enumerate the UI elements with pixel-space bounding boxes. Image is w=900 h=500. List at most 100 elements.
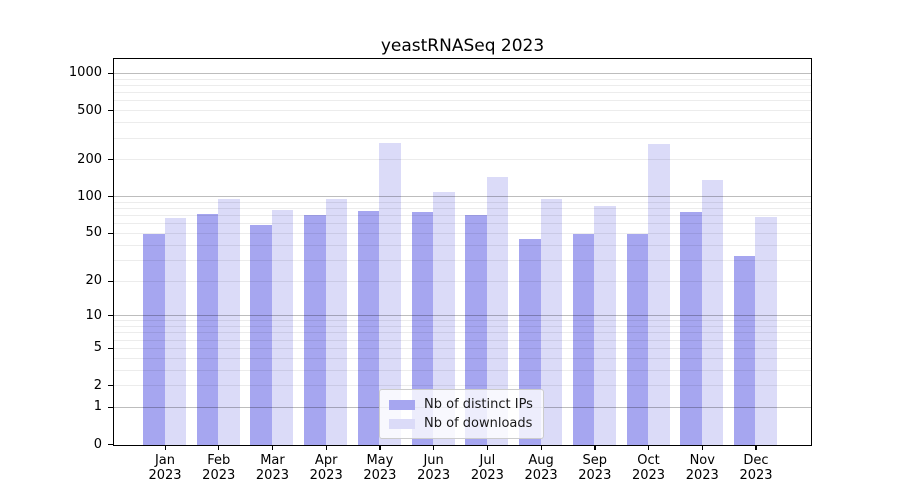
x-tick-jun — [433, 446, 435, 450]
gridline-500 — [114, 110, 811, 112]
legend-swatch-distinct-ips — [389, 399, 415, 410]
x-tick-label-oct: Oct 2023 — [631, 452, 666, 483]
gridline-90 — [114, 201, 811, 203]
gridline-7 — [114, 332, 811, 334]
y-tick-label-2: 2 — [93, 377, 102, 393]
x-tick-feb — [218, 446, 220, 450]
gridline-60 — [114, 223, 811, 225]
gridline-20 — [114, 280, 811, 282]
bar-jun-ips — [411, 212, 434, 445]
gridline-5 — [114, 347, 811, 349]
gridline-4 — [114, 357, 811, 359]
bar-mar-ips — [250, 225, 272, 445]
gridline-1000 — [114, 72, 811, 74]
y-tick-5 — [108, 347, 113, 349]
gridline-70 — [114, 215, 811, 217]
gridline-80 — [114, 208, 811, 210]
gridline-400 — [114, 122, 811, 124]
x-tick-label-aug: Aug 2023 — [524, 452, 558, 483]
x-tick-label-nov: Nov 2023 — [685, 452, 719, 483]
gridline-3 — [114, 369, 811, 371]
x-tick-label-feb: Feb 2023 — [202, 452, 236, 483]
x-tick-sep — [594, 446, 596, 450]
y-tick-50 — [108, 232, 113, 235]
gridline-800 — [114, 84, 811, 86]
bar-jan-downloads — [164, 218, 186, 445]
bar-may-ips — [357, 211, 380, 445]
gridline-900 — [114, 78, 811, 80]
bar-jan-ips — [143, 233, 165, 445]
gridline-200 — [114, 159, 811, 161]
x-tick-label-may: May 2023 — [363, 452, 397, 483]
y-tick-1000 — [108, 72, 113, 75]
bar-nov-downloads — [701, 180, 724, 445]
y-tick-label-1000: 1000 — [68, 65, 102, 81]
x-tick-label-sep: Sep 2023 — [578, 452, 612, 483]
y-tick-label-1: 1 — [93, 399, 102, 415]
legend-label: Nb of distinct IPs — [424, 397, 533, 412]
bar-dec-downloads — [755, 216, 777, 445]
plot-area — [113, 58, 812, 446]
bar-sep-ips — [572, 233, 595, 445]
legend-item: Nb of distinct IPs — [389, 395, 533, 414]
bar-apr-downloads — [325, 198, 348, 445]
bar-feb-downloads — [218, 199, 240, 445]
bar-feb-ips — [196, 213, 219, 445]
x-tick-label-dec: Dec 2023 — [739, 452, 773, 483]
bar-oct-downloads — [648, 144, 670, 445]
x-tick-nov — [701, 446, 703, 450]
x-tick-label-jul: Jul 2023 — [470, 452, 504, 483]
x-tick-jul — [486, 446, 489, 450]
x-tick-label-jun: Jun 2023 — [417, 452, 451, 483]
bar-nov-ips — [680, 211, 702, 445]
y-tick-10 — [108, 315, 113, 317]
y-tick-label-50: 50 — [85, 225, 102, 241]
gridline-9 — [114, 320, 811, 322]
y-tick-2 — [108, 385, 113, 387]
y-tick-1 — [108, 406, 113, 408]
y-tick-500 — [108, 110, 113, 112]
bar-mar-downloads — [271, 210, 294, 445]
y-tick-label-500: 500 — [77, 102, 102, 118]
legend-swatch-downloads — [389, 418, 415, 429]
chart-title: yeastRNASeq 2023 — [380, 36, 545, 56]
bar-jun-downloads — [433, 191, 455, 445]
y-tick-0 — [108, 444, 113, 446]
y-tick-100 — [108, 196, 113, 198]
bar-jul-downloads — [486, 176, 509, 445]
bar-apr-ips — [304, 215, 326, 445]
legend-label: Nb of downloads — [424, 416, 533, 431]
y-tick-label-100: 100 — [77, 188, 102, 204]
gridline-300 — [114, 137, 811, 139]
x-tick-label-mar: Mar 2023 — [255, 452, 289, 483]
gridline-700 — [114, 92, 811, 94]
gridline-600 — [114, 100, 811, 102]
x-tick-label-apr: Apr 2023 — [309, 452, 343, 483]
gridline-40 — [114, 244, 811, 246]
x-tick-jan — [164, 446, 166, 450]
y-tick-label-5: 5 — [93, 340, 102, 356]
x-tick-mar — [271, 446, 274, 450]
x-tick-dec — [755, 446, 757, 450]
y-tick-20 — [108, 280, 113, 282]
bar-jul-ips — [465, 214, 487, 445]
gridline-8 — [114, 326, 811, 327]
gridline-100 — [114, 196, 811, 198]
y-tick-200 — [108, 159, 113, 161]
gridline-10 — [114, 315, 811, 317]
bar-aug-downloads — [540, 198, 563, 445]
gridline-50 — [114, 232, 811, 234]
gridline-2 — [114, 385, 811, 386]
legend-item: Nb of downloads — [389, 414, 533, 433]
x-tick-may — [379, 446, 381, 450]
x-tick-apr — [325, 446, 327, 450]
gridline-6 — [114, 339, 811, 341]
gridline-30 — [114, 259, 811, 261]
x-tick-oct — [648, 446, 650, 450]
bar-dec-ips — [733, 255, 756, 445]
bar-sep-downloads — [594, 206, 616, 445]
y-tick-label-10: 10 — [85, 307, 102, 323]
y-tick-label-20: 20 — [85, 273, 102, 288]
legend: Nb of distinct IPs Nb of downloads — [379, 389, 544, 439]
